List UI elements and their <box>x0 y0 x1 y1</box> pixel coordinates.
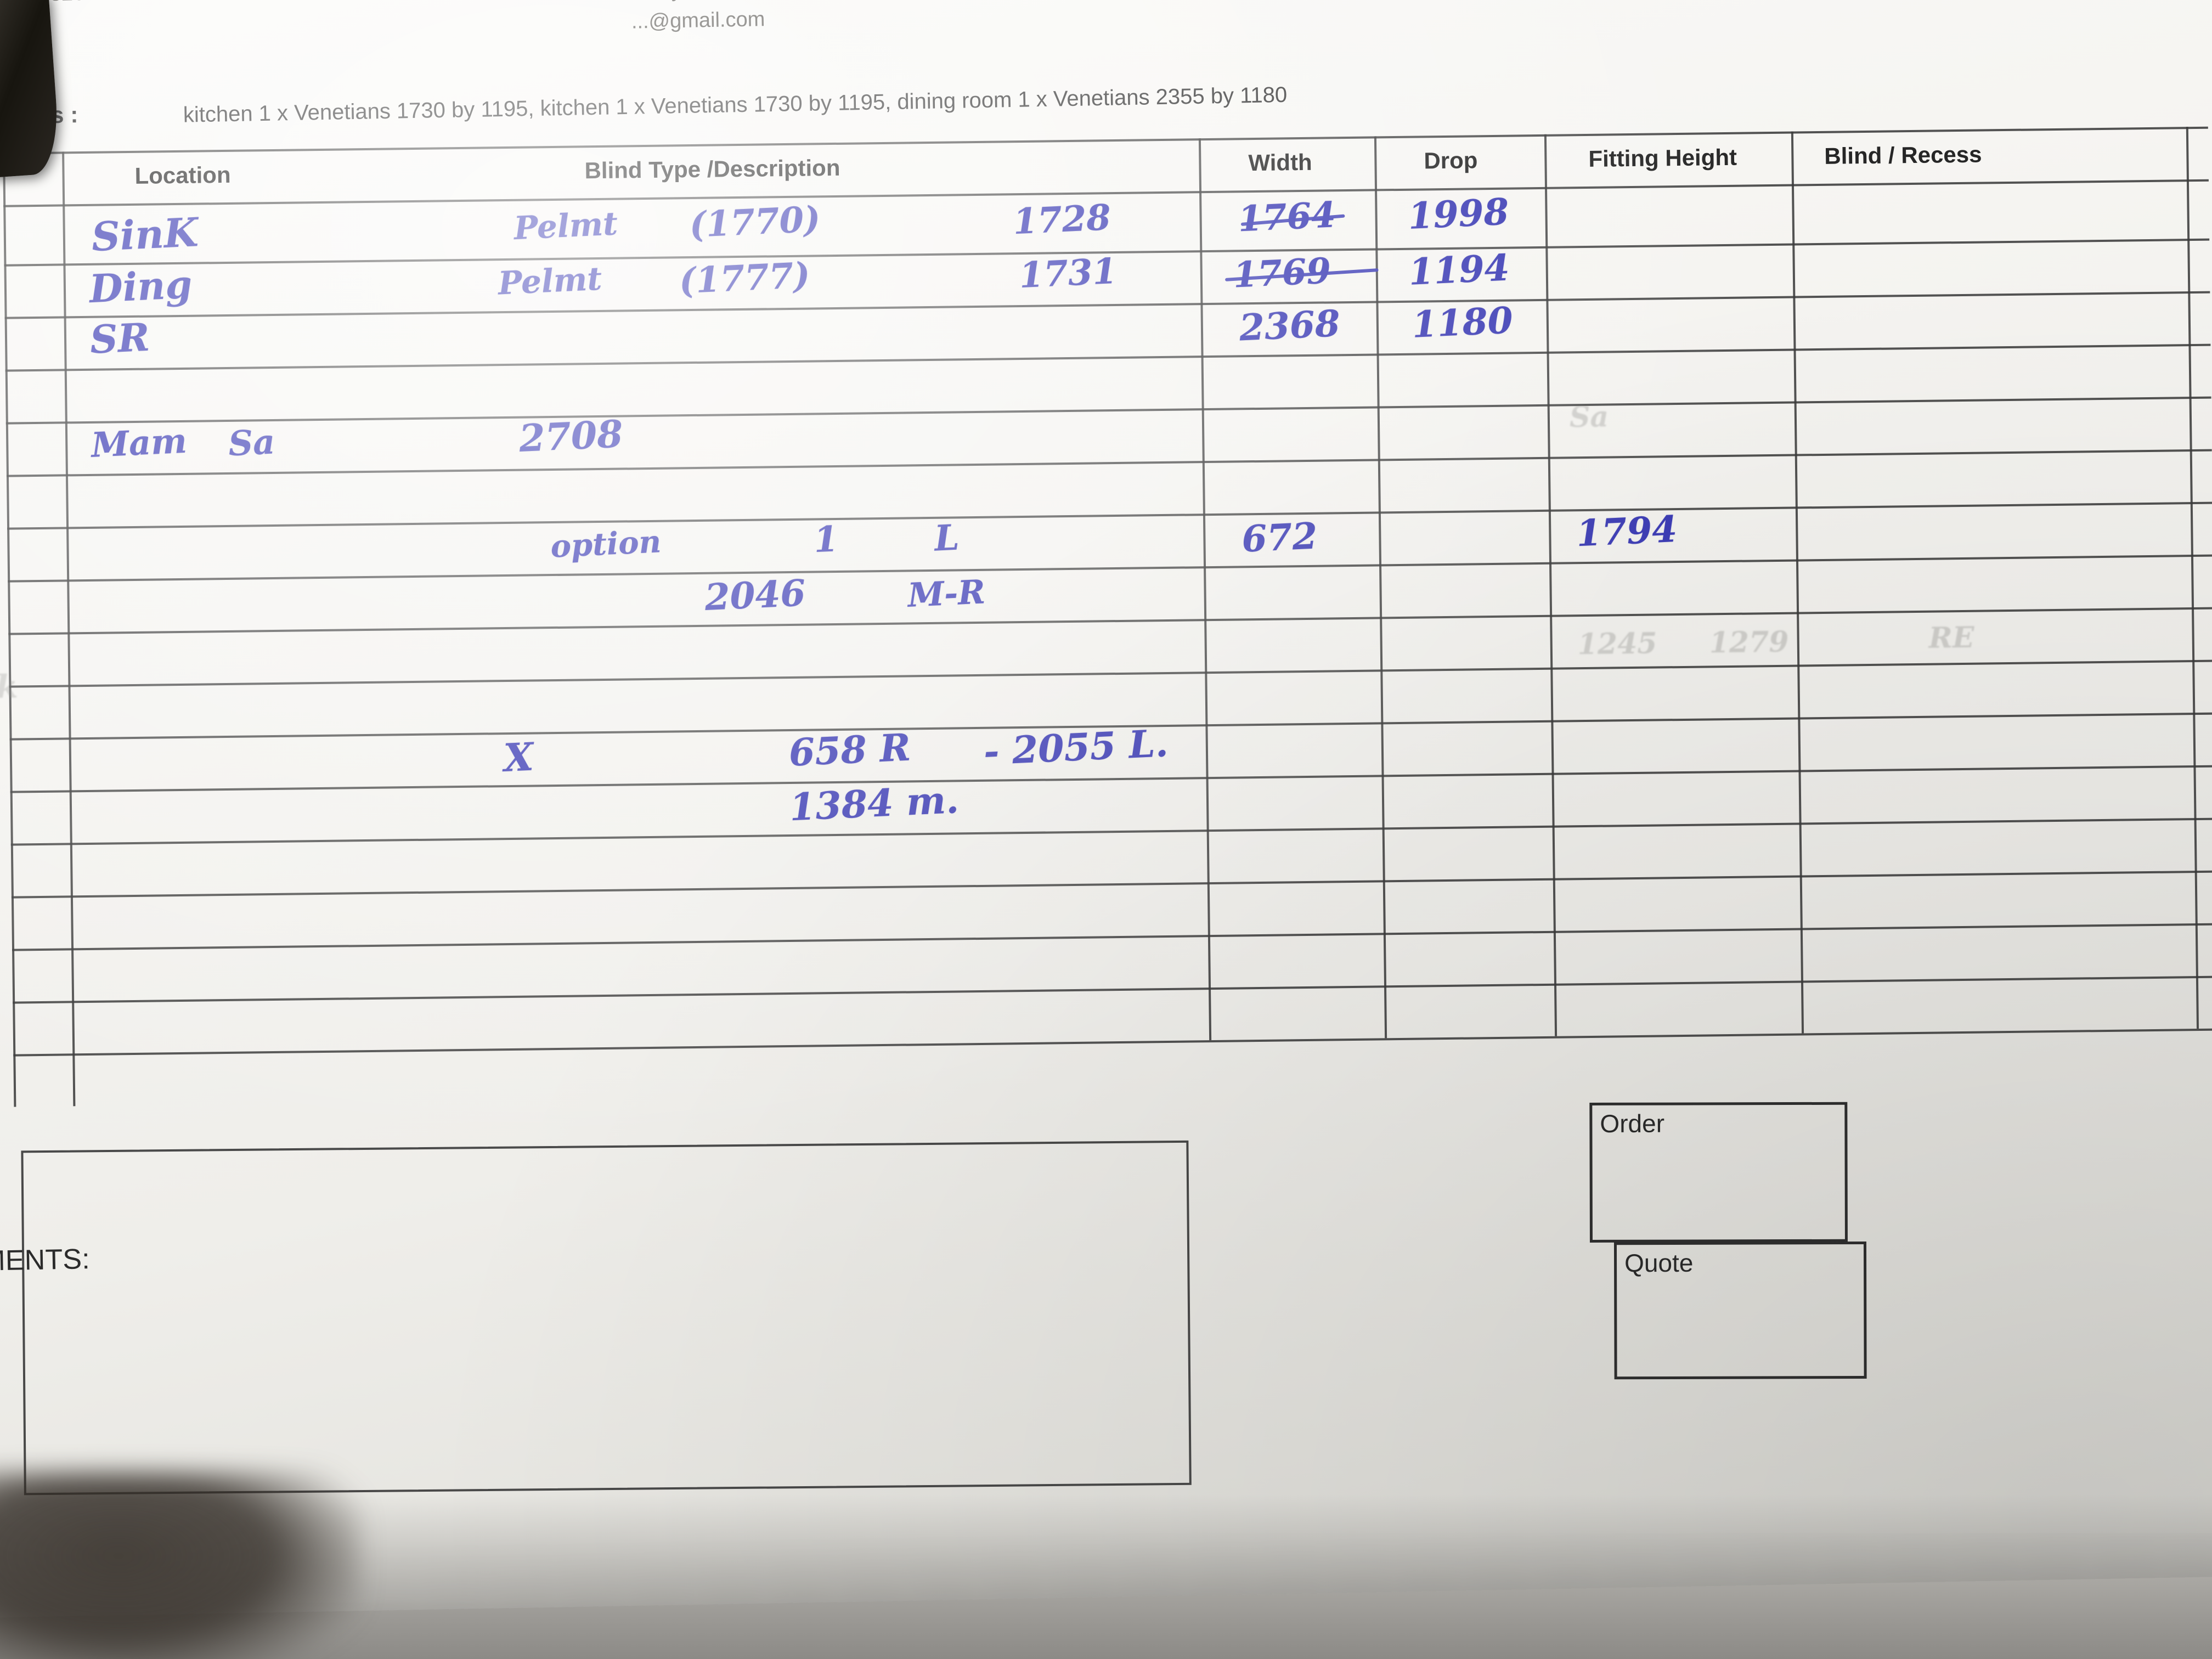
table-row: 2708 <box>518 412 624 461</box>
column-header-drop: Drop <box>1424 147 1478 174</box>
table-row: 1180 <box>1411 298 1514 346</box>
table-row: 1728 <box>1012 197 1112 243</box>
table-row: X <box>503 733 535 781</box>
table-rule <box>7 501 2212 530</box>
label-order: Order <box>1600 1109 1665 1138</box>
label-quote: Quote <box>1624 1248 1694 1278</box>
table-row: - 2055 L. <box>983 721 1169 774</box>
value-notes: kitchen 1 x Venetians 1730 by 1195, kitc… <box>183 82 1288 127</box>
table-column-divider <box>1544 134 1558 1036</box>
bleed-through-mark: 1279 <box>1709 625 1789 660</box>
table-rule <box>4 291 2210 319</box>
value-measurer-or-fitter: Measurer <box>268 0 357 5</box>
table-row: Mam <box>90 420 188 465</box>
column-header-fitting-height: Fitting Height <box>1588 144 1737 172</box>
bleed-through-mark: Sink <box>0 668 19 707</box>
table-column-divider <box>3 152 16 1107</box>
order-checkbox-field[interactable]: Order <box>1589 1102 1848 1243</box>
table-row: Pelmt <box>497 259 603 302</box>
table-row: 1731 <box>1018 250 1118 297</box>
measurements-table: Location Blind Type /Description Width D… <box>0 126 2212 1107</box>
table-rule <box>10 765 2212 793</box>
column-header-blind-type: Blind Type /Description <box>584 154 840 184</box>
column-header-blind-recess: Blind / Recess <box>1824 141 1982 169</box>
bleed-through-mark: Sa <box>1569 400 1609 435</box>
quote-checkbox-field[interactable]: Quote <box>1613 1242 1867 1380</box>
table-row: Ding <box>88 261 193 312</box>
table-row: 2368 <box>1238 302 1341 349</box>
table-row: 672 <box>1240 514 1318 561</box>
table-row: 1384 m. <box>788 778 960 830</box>
table-row: (1770) <box>689 199 821 246</box>
table-row: 658 R <box>788 725 912 775</box>
table-column-divider <box>2186 127 2199 1029</box>
table-row: 1194 <box>1408 246 1511 294</box>
table-column-divider <box>62 151 76 1107</box>
table-column-divider <box>1791 131 1804 1034</box>
table-rule <box>13 975 2212 1004</box>
table-row: L <box>933 517 961 560</box>
table-rule <box>13 1028 2212 1057</box>
table-rule <box>12 923 2212 951</box>
column-header-width: Width <box>1248 149 1312 176</box>
table-row: option <box>550 523 662 565</box>
table-row: (1777) <box>678 255 811 302</box>
comments-box[interactable] <box>21 1140 1192 1496</box>
value-contact-address: MrsMary Power, Carrig East, Clarina, Lim… <box>600 0 1261 4</box>
table-rule <box>9 659 2212 688</box>
table-column-divider <box>1198 138 1212 1041</box>
bleed-through-mark: RE <box>1928 620 1974 655</box>
table-row: 1998 <box>1407 190 1510 238</box>
finger-shadow <box>0 1472 362 1659</box>
table-row: 1794 <box>1575 507 1678 555</box>
table-row: 1 <box>812 518 839 561</box>
table-rule <box>5 343 2211 372</box>
work-diary-paper-form: Work Diary Order No Measurer or Fitter C… <box>0 0 2212 1618</box>
table-row: SinK <box>90 208 199 261</box>
table-rule <box>10 817 2212 846</box>
bleed-through-mark: 1245 <box>1577 627 1657 662</box>
table-rule <box>11 870 2212 899</box>
table-row: 2046 <box>703 571 807 619</box>
table-row: Pelmt <box>513 205 619 247</box>
label-comments: OMMENTS: <box>0 1243 91 1278</box>
table-rule <box>8 607 2212 635</box>
column-header-location: Location <box>134 161 231 189</box>
table-row: SR <box>89 314 151 363</box>
table-row: Sa <box>227 421 276 464</box>
table-row: M-R <box>907 573 986 615</box>
value-contact-email: ...@gmail.com <box>631 8 765 33</box>
table-rule <box>5 396 2211 425</box>
table-rule <box>8 554 2212 583</box>
table-rule <box>6 449 2212 477</box>
